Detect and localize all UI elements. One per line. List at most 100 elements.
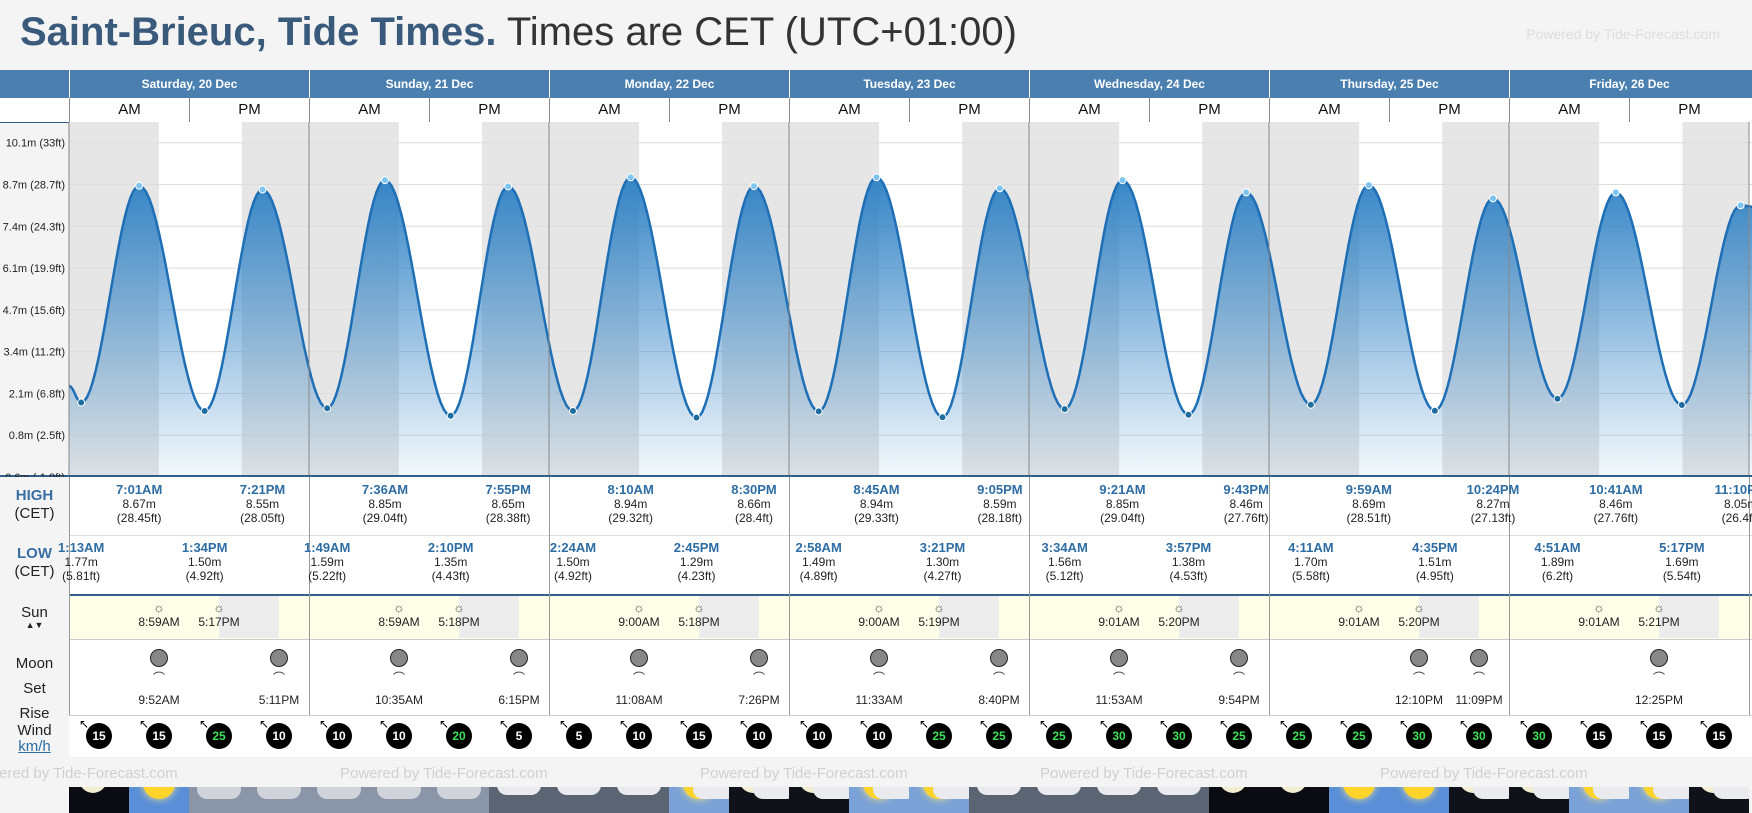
tide-point <box>1430 406 1439 415</box>
y-tick-label: 4.7m (15.6ft) <box>3 305 65 317</box>
high-tide-meters: 8.46m <box>1229 497 1263 511</box>
wind-speed-badge: 15 <box>1646 723 1672 749</box>
wind-speed-badge: 25 <box>1346 723 1372 749</box>
tide-point <box>381 176 389 185</box>
high-tide-feet: (27.13ft) <box>1470 511 1516 525</box>
tide-point <box>1364 181 1373 190</box>
low-tide-time: 4:11AM <box>1288 540 1334 555</box>
wind-speed-badge: 15 <box>686 723 712 749</box>
moon-time: 5:11PM <box>258 693 300 707</box>
low-tide-feet: (5.81ft) <box>62 569 101 583</box>
wind-arrow-icon: ↖ <box>499 717 510 731</box>
day-divider <box>789 477 790 715</box>
moon-time: 11:53AM <box>1095 693 1143 707</box>
low-tide-meters: 1.35m <box>433 555 468 569</box>
wind-arrow-icon: ↖ <box>1339 717 1350 731</box>
sunset-cell <box>939 596 999 638</box>
page-title: Saint-Brieuc, Tide Times. Times are CET … <box>20 10 1017 55</box>
high-label-text: HIGH <box>15 487 54 504</box>
powered-by-footer: Powered by Tide-Forecast.com <box>340 765 548 782</box>
moon-time: 9:52AM <box>138 693 180 707</box>
high-tide-meters: 8.27m <box>1476 497 1510 511</box>
wind-arrow-icon: ↖ <box>319 717 330 731</box>
wind-arrow-icon: ↖ <box>1519 717 1530 731</box>
wind-arrow-icon: ↖ <box>979 717 990 731</box>
low-tide-meters: 1.89m <box>1540 555 1575 569</box>
sunset-time: 5:18PM <box>678 615 720 629</box>
high-tide-entry: 7:55PM 8.65m (28.38ft) <box>468 482 548 526</box>
wind-unit-link[interactable]: km/h <box>18 738 51 755</box>
low-tide-feet: (5.12ft) <box>1045 569 1084 583</box>
high-tide-feet: (28.51ft) <box>1346 511 1392 525</box>
sunset-icon: ☼ <box>1653 600 1665 615</box>
wind-speed-badge: 10 <box>806 723 832 749</box>
wind-arrow-icon: ↖ <box>1279 717 1290 731</box>
high-tide-meters: 8.55m <box>245 497 280 511</box>
powered-by-footer: Powered by Tide-Forecast.com <box>1380 765 1588 782</box>
y-tick-label: 10.1m (33ft) <box>6 138 65 150</box>
high-tide-entry: 10:24PM 8.27m (27.13ft) <box>1453 483 1533 526</box>
tide-point <box>504 182 513 191</box>
low-tide-time: 1:34PM <box>181 540 228 555</box>
pm-header: PM <box>1149 98 1269 122</box>
wind-speed-badge: 15 <box>86 723 112 749</box>
moon-phase-icon <box>270 649 288 667</box>
wind-arrow-icon: ↖ <box>1039 717 1050 731</box>
day-divider <box>1749 477 1750 715</box>
wind-speed-badge: 25 <box>1286 723 1312 749</box>
sunrise-entry: ☼ 9:01AM <box>1329 601 1389 630</box>
wind-label: Wind km/h <box>0 723 69 755</box>
low-tide-time: 3:57PM <box>1165 540 1212 555</box>
high-tide-time: 9:21AM <box>1099 482 1146 497</box>
moon-phase-icon <box>1410 649 1428 667</box>
sunrise-time: 9:01AM <box>1338 615 1380 629</box>
tide-table: Saturday, 20 Dec Sunday, 21 Dec Monday, 22… <box>0 70 1752 813</box>
moonrise-icon: ⌒ <box>1232 671 1245 685</box>
low-tide-entry: 5:17PM 1.69m (5.54ft) <box>1642 541 1722 584</box>
low-tide-feet: (5.54ft) <box>1662 569 1701 583</box>
moon-time: 11:33AM <box>855 693 903 707</box>
high-tide-feet: (28.45ft) <box>116 511 162 525</box>
high-tide-time: 10:41AM <box>1589 482 1643 497</box>
moon-entry: ⌒ 9:54PM <box>1209 649 1269 713</box>
high-tide-entry: 10:41AM 8.46m (27.76ft) <box>1576 482 1656 526</box>
moonrise-icon: ⌒ <box>1112 671 1125 685</box>
sunrise-time: 8:59AM <box>138 615 180 629</box>
wind-speed-badge: 15 <box>146 723 172 749</box>
low-tide-time: 2:10PM <box>427 540 474 555</box>
high-tide-time: 9:05PM <box>977 482 1023 497</box>
sunrise-entry: ☼ 9:01AM <box>1089 601 1149 630</box>
high-tide-entry: 9:43PM 8.46m (27.76ft) <box>1206 483 1286 526</box>
low-tide-feet: (6.2ft) <box>1541 569 1574 583</box>
pm-header: PM <box>669 98 789 122</box>
wind-speed-badge: 30 <box>1106 723 1132 749</box>
high-tide-entry: 9:59AM 8.69m (28.51ft) <box>1329 483 1409 526</box>
high-tide-feet: (29.04ft) <box>362 511 408 525</box>
wind-speed-badge: 25 <box>1226 723 1252 749</box>
moon-time: 12:25PM <box>1634 693 1684 707</box>
sunrise-entry: ☼ 9:00AM <box>849 601 909 630</box>
low-tide-entry: 3:21PM 1.30m (4.27ft) <box>903 541 983 584</box>
low-tide-entry: 1:13AM 1.77m (5.81ft) <box>41 541 121 584</box>
low-tide-meters: 1.51m <box>1418 555 1452 569</box>
moon-time: 7:26PM <box>738 693 780 707</box>
powered-by-link[interactable]: Powered by Tide-Forecast.com <box>1526 26 1720 42</box>
moon-time: 9:54PM <box>1218 693 1260 707</box>
moon-phase-icon <box>870 649 888 667</box>
wind-speed-badge: 30 <box>1406 723 1432 749</box>
tide-point <box>446 411 455 420</box>
moon-time: 12:10PM <box>1394 693 1444 707</box>
am-header: AM <box>1269 98 1389 122</box>
low-tide-entry: 3:34AM 1.56m (5.12ft) <box>1025 541 1105 584</box>
high-tide-feet: (28.05ft) <box>240 511 285 525</box>
high-tide-entry: 11:10PM8.05m(26.4ft) <box>1701 483 1752 526</box>
moonrise-icon: ⌒ <box>632 671 645 685</box>
high-tide-time: 7:55PM <box>485 482 531 497</box>
moon-phase-icon <box>1110 649 1128 667</box>
low-tide-entry: 2:10PM 1.35m (4.43ft) <box>411 540 491 584</box>
moon-entry: ⌒ 8:40PM <box>969 649 1029 713</box>
high-tide-meters: 8.94m <box>859 497 894 511</box>
sunset-icon: ☼ <box>213 600 225 615</box>
sunset-time: 5:20PM <box>1398 615 1440 629</box>
sunset-icon: ☼ <box>933 600 945 615</box>
